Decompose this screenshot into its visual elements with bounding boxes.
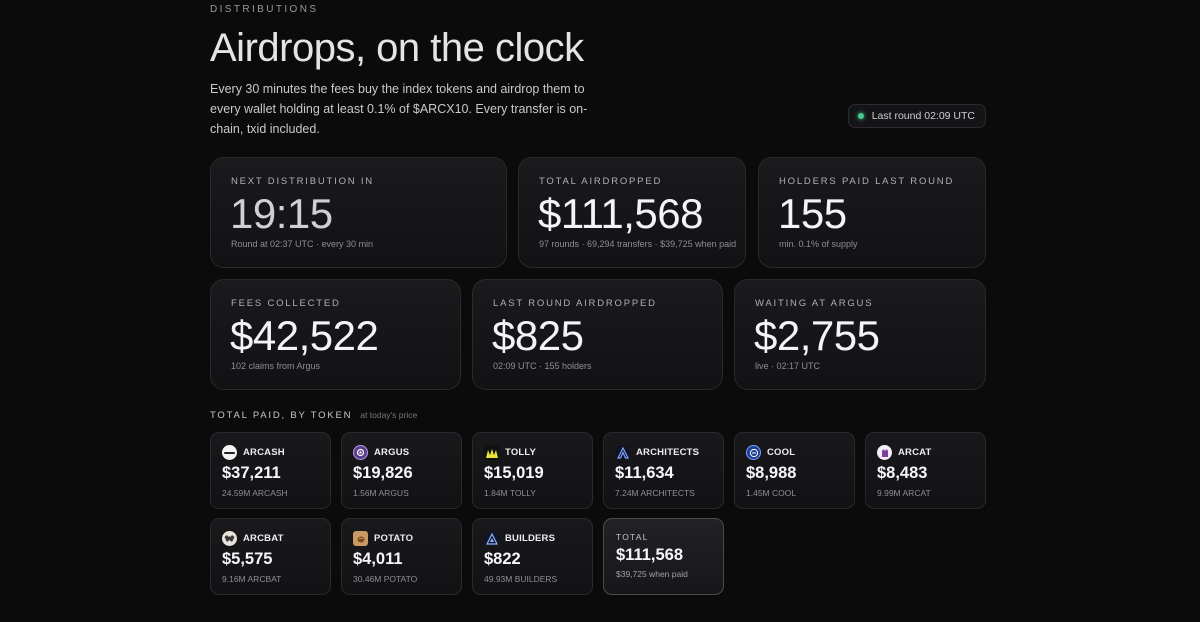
token-card-argus[interactable]: ARGUS $19,826 1.56M ARGUS <box>341 432 462 509</box>
potato-icon <box>353 531 368 546</box>
waiting-at-argus-sub: live · 02:17 UTC <box>755 361 821 371</box>
token-usd-value: $5,575 <box>222 550 273 568</box>
token-name: ARGUS <box>374 447 410 458</box>
section-eyebrow: DISTRIBUTIONS <box>210 4 319 15</box>
total-usd-value: $111,568 <box>616 546 683 564</box>
token-usd-value: $15,019 <box>484 464 544 482</box>
last-round-sub: 02:09 UTC · 155 holders <box>493 361 592 371</box>
token-card-builders[interactable]: BUILDERS $822 49.93M BUILDERS <box>472 518 593 595</box>
page-title: Airdrops, on the clock <box>210 26 584 70</box>
token-card-arcat[interactable]: ARCAT $8,483 9.99M ARCAT <box>865 432 986 509</box>
holders-paid-card: HOLDERS PAID LAST ROUND 155 min. 0.1% of… <box>758 157 986 268</box>
architects-icon <box>615 445 630 460</box>
last-round-status-badge: Last round 02:09 UTC <box>847 104 986 128</box>
paid-by-token-title: TOTAL PAID, BY TOKEN <box>210 410 353 421</box>
token-amount: 1.56M ARGUS <box>353 488 409 498</box>
next-distribution-countdown: 19:15 <box>230 190 333 237</box>
token-amount: 7.24M ARCHITECTS <box>615 488 695 498</box>
paid-by-token-note: at today's price <box>360 410 418 420</box>
token-usd-value: $11,634 <box>615 464 674 482</box>
token-name: ARCHITECTS <box>636 447 700 458</box>
token-name: BUILDERS <box>505 533 556 544</box>
token-amount: 9.16M ARCBAT <box>222 574 282 584</box>
fees-collected-value: $42,522 <box>230 312 379 359</box>
last-round-label: LAST ROUND AIRDROPPED <box>493 298 657 309</box>
waiting-at-argus-label: WAITING AT ARGUS <box>755 298 874 309</box>
total-airdropped-sub: 97 rounds · 69,294 transfers · $39,725 w… <box>539 239 737 249</box>
token-card-tolly[interactable]: TOLLY $15,019 1.84M TOLLY <box>472 432 593 509</box>
total-airdropped-label: TOTAL AIRDROPPED <box>539 176 663 187</box>
waiting-at-argus-card: WAITING AT ARGUS $2,755 live · 02:17 UTC <box>734 279 986 390</box>
token-amount: 9.99M ARCAT <box>877 488 931 498</box>
live-status-dot-icon <box>857 113 864 119</box>
token-usd-value: $822 <box>484 550 521 568</box>
token-card-architects[interactable]: ARCHITECTS $11,634 7.24M ARCHITECTS <box>603 432 724 509</box>
token-name: ARCBAT <box>243 533 284 544</box>
last-round-value: $825 <box>492 312 584 359</box>
arcbat-icon <box>222 531 237 546</box>
token-usd-value: $8,483 <box>877 464 928 482</box>
token-card-arcbat[interactable]: ARCBAT $5,575 9.16M ARCBAT <box>210 518 331 595</box>
builders-icon <box>484 531 499 546</box>
token-name: ARCAT <box>898 447 932 458</box>
total-airdropped-value: $111,568 <box>538 190 703 237</box>
token-amount: 1.45M COOL <box>746 488 797 498</box>
token-usd-value: $8,988 <box>746 464 797 482</box>
holders-paid-value: 155 <box>778 190 847 237</box>
total-airdropped-card: TOTAL AIRDROPPED $111,568 97 rounds · 69… <box>518 157 746 268</box>
page-description: Every 30 minutes the fees buy the index … <box>210 82 588 136</box>
arcat-icon <box>877 445 892 460</box>
token-amount: 24.59M ARCASH <box>222 488 288 498</box>
token-amount: 30.46M POTATO <box>353 574 418 584</box>
total-when-paid: $39,725 when paid <box>616 569 688 579</box>
token-total-card: TOTAL $111,568 $39,725 when paid <box>603 518 724 595</box>
token-name: COOL <box>767 447 796 458</box>
next-distribution-card: NEXT DISTRIBUTION IN 19:15 Round at 02:3… <box>210 157 507 268</box>
next-distribution-label: NEXT DISTRIBUTION IN <box>231 176 374 187</box>
arcash-icon <box>222 445 237 460</box>
fees-collected-card: FEES COLLECTED $42,522 102 claims from A… <box>210 279 461 390</box>
token-name: POTATO <box>374 533 414 544</box>
holders-paid-sub: min. 0.1% of supply <box>779 239 858 249</box>
token-card-potato[interactable]: POTATO $4,011 30.46M POTATO <box>341 518 462 595</box>
token-name: ARCASH <box>243 447 285 458</box>
cool-icon <box>746 445 761 460</box>
fees-collected-label: FEES COLLECTED <box>231 298 341 309</box>
paid-by-token-heading: TOTAL PAID, BY TOKEN at today's price <box>210 410 417 421</box>
token-usd-value: $4,011 <box>353 550 403 568</box>
token-amount: 1.84M TOLLY <box>484 488 536 498</box>
waiting-at-argus-value: $2,755 <box>754 312 880 359</box>
last-round-card: LAST ROUND AIRDROPPED $825 02:09 UTC · 1… <box>472 279 723 390</box>
tolly-icon <box>484 445 499 460</box>
token-usd-value: $37,211 <box>222 464 281 482</box>
token-card-arcash[interactable]: ARCASH $37,211 24.59M ARCASH <box>210 432 331 509</box>
token-card-cool[interactable]: COOL $8,988 1.45M COOL <box>734 432 855 509</box>
next-distribution-sub: Round at 02:37 UTC · every 30 min <box>231 239 374 249</box>
holders-paid-label: HOLDERS PAID LAST ROUND <box>779 176 955 187</box>
argus-icon <box>353 445 368 460</box>
token-usd-value: $19,826 <box>353 464 413 482</box>
total-label: TOTAL <box>616 532 649 542</box>
last-round-status-text: Last round 02:09 UTC <box>871 110 975 122</box>
fees-collected-sub: 102 claims from Argus <box>231 361 321 371</box>
token-name: TOLLY <box>505 447 537 458</box>
token-amount: 49.93M BUILDERS <box>484 574 558 584</box>
